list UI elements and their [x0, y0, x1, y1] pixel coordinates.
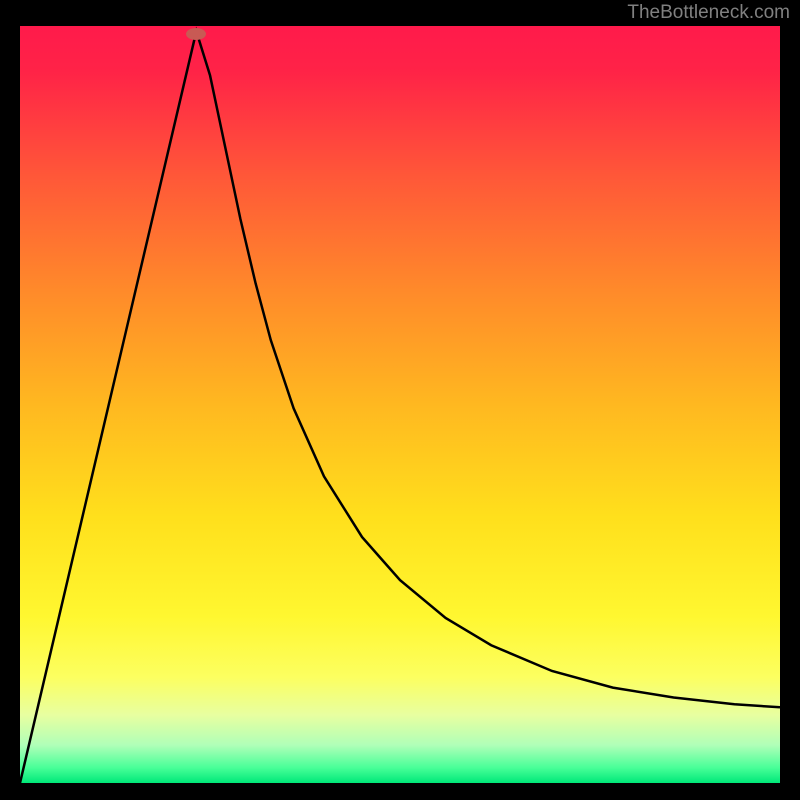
chart-container: { "watermark": { "text": "TheBottleneck.… [0, 0, 800, 800]
watermark-text: TheBottleneck.com [627, 2, 790, 24]
curve-path [20, 31, 780, 783]
bottleneck-curve [20, 26, 780, 783]
plot-area [20, 26, 780, 783]
minimum-marker [186, 28, 206, 40]
